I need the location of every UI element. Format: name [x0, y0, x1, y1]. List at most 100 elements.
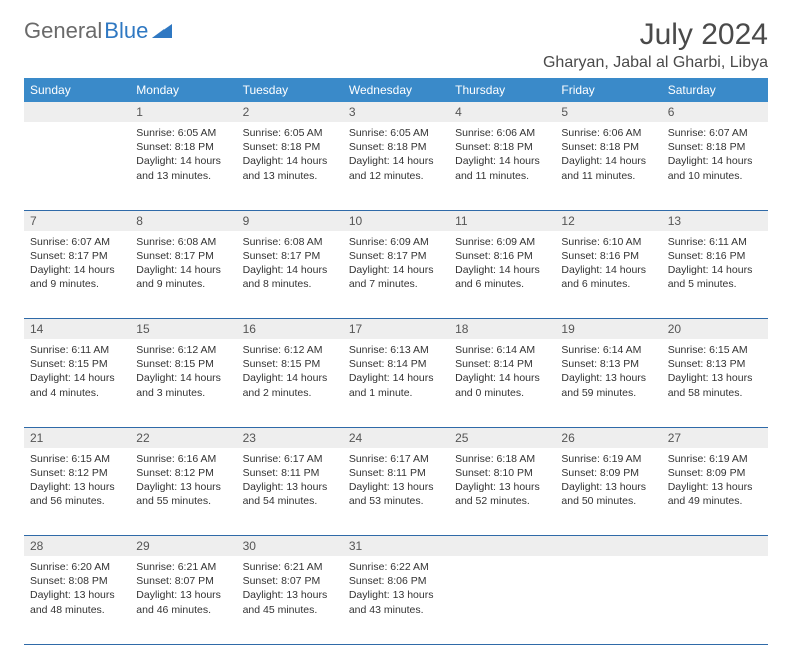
day-number-cell: 21: [24, 427, 130, 448]
day-details: Sunrise: 6:18 AMSunset: 8:10 PMDaylight:…: [449, 448, 555, 515]
day-body-cell: Sunrise: 6:22 AMSunset: 8:06 PMDaylight:…: [343, 556, 449, 644]
day-number-cell: 22: [130, 427, 236, 448]
day-number-cell: 7: [24, 210, 130, 231]
day-number-cell: 15: [130, 319, 236, 340]
day-details: Sunrise: 6:07 AMSunset: 8:17 PMDaylight:…: [24, 231, 130, 298]
day-number-cell: 12: [555, 210, 661, 231]
day-details: Sunrise: 6:08 AMSunset: 8:17 PMDaylight:…: [130, 231, 236, 298]
day-details: Sunrise: 6:14 AMSunset: 8:14 PMDaylight:…: [449, 339, 555, 406]
daynum-row: 78910111213: [24, 210, 768, 231]
day-body-cell: Sunrise: 6:08 AMSunset: 8:17 PMDaylight:…: [237, 231, 343, 319]
day-body-cell: Sunrise: 6:05 AMSunset: 8:18 PMDaylight:…: [237, 122, 343, 210]
day-body-cell: Sunrise: 6:17 AMSunset: 8:11 PMDaylight:…: [237, 448, 343, 536]
calendar-body: 123456 Sunrise: 6:05 AMSunset: 8:18 PMDa…: [24, 102, 768, 644]
day-details: Sunrise: 6:06 AMSunset: 8:18 PMDaylight:…: [555, 122, 661, 189]
weekday-friday: Friday: [555, 78, 661, 102]
day-body-cell: Sunrise: 6:15 AMSunset: 8:12 PMDaylight:…: [24, 448, 130, 536]
day-details: Sunrise: 6:15 AMSunset: 8:12 PMDaylight:…: [24, 448, 130, 515]
day-number-cell: 14: [24, 319, 130, 340]
day-body-cell: [555, 556, 661, 644]
day-details: Sunrise: 6:06 AMSunset: 8:18 PMDaylight:…: [449, 122, 555, 189]
day-number-cell: 2: [237, 102, 343, 122]
day-body-cell: [662, 556, 768, 644]
day-number-cell: 5: [555, 102, 661, 122]
day-body-cell: Sunrise: 6:05 AMSunset: 8:18 PMDaylight:…: [130, 122, 236, 210]
day-details: Sunrise: 6:12 AMSunset: 8:15 PMDaylight:…: [130, 339, 236, 406]
day-number-cell: [449, 536, 555, 557]
day-body-cell: Sunrise: 6:07 AMSunset: 8:17 PMDaylight:…: [24, 231, 130, 319]
day-details: Sunrise: 6:19 AMSunset: 8:09 PMDaylight:…: [555, 448, 661, 515]
month-title: July 2024: [543, 18, 768, 52]
day-number-cell: 28: [24, 536, 130, 557]
daynum-row: 28293031: [24, 536, 768, 557]
day-number-cell: 25: [449, 427, 555, 448]
logo-word-general: General: [24, 18, 102, 44]
day-details: Sunrise: 6:16 AMSunset: 8:12 PMDaylight:…: [130, 448, 236, 515]
day-number-cell: 31: [343, 536, 449, 557]
day-details: Sunrise: 6:05 AMSunset: 8:18 PMDaylight:…: [237, 122, 343, 189]
day-details: Sunrise: 6:17 AMSunset: 8:11 PMDaylight:…: [237, 448, 343, 515]
daynum-row: 21222324252627: [24, 427, 768, 448]
weekday-saturday: Saturday: [662, 78, 768, 102]
daynum-row: 123456: [24, 102, 768, 122]
day-body-cell: Sunrise: 6:13 AMSunset: 8:14 PMDaylight:…: [343, 339, 449, 427]
day-number-cell: 13: [662, 210, 768, 231]
day-number-cell: 6: [662, 102, 768, 122]
day-number-cell: [555, 536, 661, 557]
day-body-cell: Sunrise: 6:16 AMSunset: 8:12 PMDaylight:…: [130, 448, 236, 536]
weekday-wednesday: Wednesday: [343, 78, 449, 102]
day-details: Sunrise: 6:05 AMSunset: 8:18 PMDaylight:…: [343, 122, 449, 189]
day-details: Sunrise: 6:11 AMSunset: 8:15 PMDaylight:…: [24, 339, 130, 406]
day-details: Sunrise: 6:09 AMSunset: 8:17 PMDaylight:…: [343, 231, 449, 298]
day-number-cell: 27: [662, 427, 768, 448]
week-row: Sunrise: 6:11 AMSunset: 8:15 PMDaylight:…: [24, 339, 768, 427]
week-row: Sunrise: 6:05 AMSunset: 8:18 PMDaylight:…: [24, 122, 768, 210]
day-number-cell: 10: [343, 210, 449, 231]
day-number-cell: 3: [343, 102, 449, 122]
daynum-row: 14151617181920: [24, 319, 768, 340]
day-details: Sunrise: 6:13 AMSunset: 8:14 PMDaylight:…: [343, 339, 449, 406]
day-body-cell: Sunrise: 6:09 AMSunset: 8:16 PMDaylight:…: [449, 231, 555, 319]
title-block: July 2024 Gharyan, Jabal al Gharbi, Liby…: [543, 18, 768, 72]
day-body-cell: Sunrise: 6:11 AMSunset: 8:15 PMDaylight:…: [24, 339, 130, 427]
day-number-cell: 8: [130, 210, 236, 231]
day-body-cell: Sunrise: 6:08 AMSunset: 8:17 PMDaylight:…: [130, 231, 236, 319]
day-body-cell: Sunrise: 6:09 AMSunset: 8:17 PMDaylight:…: [343, 231, 449, 319]
day-details: Sunrise: 6:15 AMSunset: 8:13 PMDaylight:…: [662, 339, 768, 406]
day-details: Sunrise: 6:11 AMSunset: 8:16 PMDaylight:…: [662, 231, 768, 298]
day-details: Sunrise: 6:14 AMSunset: 8:13 PMDaylight:…: [555, 339, 661, 406]
day-number-cell: 20: [662, 319, 768, 340]
weekday-thursday: Thursday: [449, 78, 555, 102]
location-text: Gharyan, Jabal al Gharbi, Libya: [543, 54, 768, 72]
day-number-cell: [24, 102, 130, 122]
week-row: Sunrise: 6:07 AMSunset: 8:17 PMDaylight:…: [24, 231, 768, 319]
day-details: Sunrise: 6:22 AMSunset: 8:06 PMDaylight:…: [343, 556, 449, 623]
day-number-cell: 23: [237, 427, 343, 448]
day-number-cell: 17: [343, 319, 449, 340]
week-row: Sunrise: 6:20 AMSunset: 8:08 PMDaylight:…: [24, 556, 768, 644]
day-number-cell: 4: [449, 102, 555, 122]
day-body-cell: Sunrise: 6:11 AMSunset: 8:16 PMDaylight:…: [662, 231, 768, 319]
calendar-table: Sunday Monday Tuesday Wednesday Thursday…: [24, 78, 768, 645]
calendar-page: General Blue July 2024 Gharyan, Jabal al…: [0, 0, 792, 645]
logo-triangle-icon: [152, 24, 172, 43]
day-details: Sunrise: 6:10 AMSunset: 8:16 PMDaylight:…: [555, 231, 661, 298]
day-body-cell: Sunrise: 6:06 AMSunset: 8:18 PMDaylight:…: [555, 122, 661, 210]
day-number-cell: 18: [449, 319, 555, 340]
day-details: Sunrise: 6:05 AMSunset: 8:18 PMDaylight:…: [130, 122, 236, 189]
day-number-cell: 24: [343, 427, 449, 448]
logo: General Blue: [24, 18, 172, 44]
day-body-cell: [449, 556, 555, 644]
day-body-cell: Sunrise: 6:14 AMSunset: 8:14 PMDaylight:…: [449, 339, 555, 427]
day-number-cell: 1: [130, 102, 236, 122]
day-details: Sunrise: 6:07 AMSunset: 8:18 PMDaylight:…: [662, 122, 768, 189]
week-row: Sunrise: 6:15 AMSunset: 8:12 PMDaylight:…: [24, 448, 768, 536]
day-body-cell: Sunrise: 6:07 AMSunset: 8:18 PMDaylight:…: [662, 122, 768, 210]
day-body-cell: Sunrise: 6:06 AMSunset: 8:18 PMDaylight:…: [449, 122, 555, 210]
day-body-cell: Sunrise: 6:19 AMSunset: 8:09 PMDaylight:…: [662, 448, 768, 536]
day-number-cell: 30: [237, 536, 343, 557]
day-body-cell: Sunrise: 6:15 AMSunset: 8:13 PMDaylight:…: [662, 339, 768, 427]
weekday-monday: Monday: [130, 78, 236, 102]
day-number-cell: 29: [130, 536, 236, 557]
day-body-cell: Sunrise: 6:17 AMSunset: 8:11 PMDaylight:…: [343, 448, 449, 536]
